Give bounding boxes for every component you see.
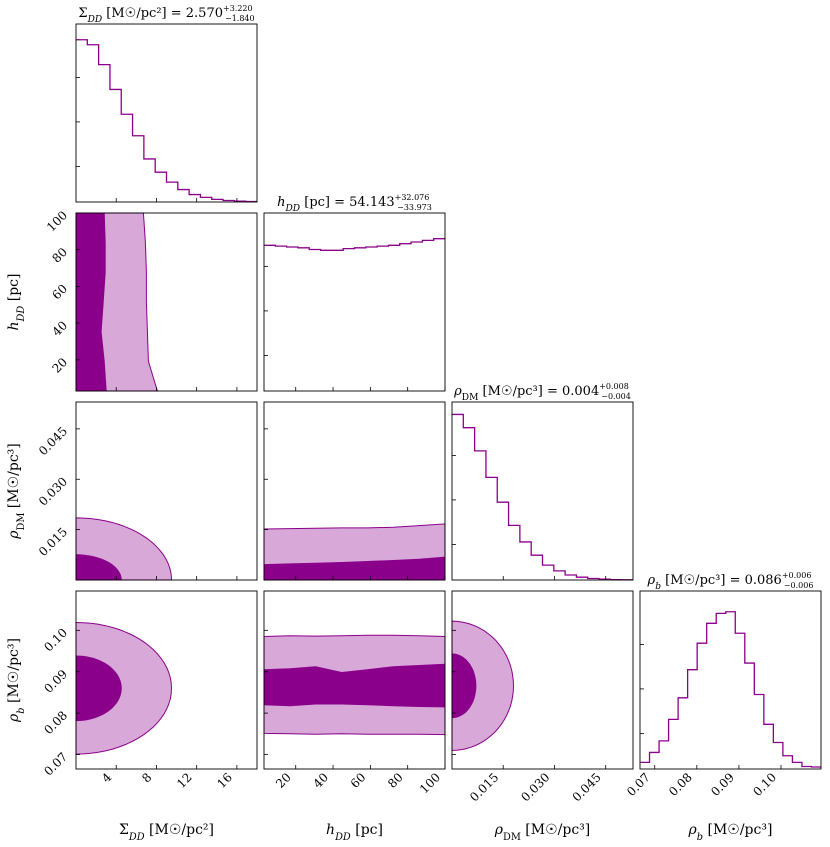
title-h: hDD [pc] = 54.143+32.076 −33.973 bbox=[277, 193, 432, 214]
x-tick-label-h: 100 bbox=[417, 770, 443, 796]
title-sigma: ΣDD [M☉/pc²] = 2.570+3.220 −1.840 bbox=[78, 4, 254, 25]
x-tick-label-sigma: 16 bbox=[214, 770, 235, 791]
x-tick-label-h: 60 bbox=[348, 770, 369, 791]
x-tick-label-h: 20 bbox=[273, 770, 294, 791]
panel-frame bbox=[75, 401, 258, 581]
histogram-sigma bbox=[76, 39, 257, 203]
contour-inner-rhodm-sigma bbox=[75, 554, 122, 581]
x-tick-label-h: 40 bbox=[310, 770, 331, 791]
x-tick-label-rho_b: 0.10 bbox=[750, 770, 779, 799]
x-tick-label-h: 80 bbox=[385, 770, 406, 791]
y-tick-label-h: 100 bbox=[44, 208, 70, 234]
x-axis-label-h: hDD [pc] bbox=[326, 822, 383, 843]
x-tick-label-sigma: 4 bbox=[99, 770, 115, 786]
x-axis-label-rho_b: ρb [M☉/pc³] bbox=[688, 822, 773, 843]
panel-frame bbox=[75, 212, 258, 392]
contour-inner-rhob-sigma bbox=[75, 655, 122, 722]
histogram-h bbox=[264, 238, 445, 251]
x-tick-label-rho_b: 0.08 bbox=[666, 770, 695, 799]
panel-frame bbox=[75, 590, 258, 770]
y-tick-label-h: 80 bbox=[49, 245, 70, 266]
contour-outer-rhob-rhodm bbox=[451, 620, 515, 751]
contour-inner-h-sigma bbox=[75, 212, 107, 392]
x-tick-label-rho_b: 0.07 bbox=[624, 770, 653, 799]
x-tick-label-sigma: 8 bbox=[139, 770, 154, 785]
panel-frame bbox=[263, 212, 446, 392]
y-tick-label-rho_dm: 0.015 bbox=[36, 525, 70, 559]
y-tick-label-h: 40 bbox=[49, 318, 70, 339]
contour-outer-rhob-sigma bbox=[75, 621, 173, 755]
panel-frame bbox=[263, 401, 446, 581]
panel-frame bbox=[263, 590, 446, 770]
y-tick-label-rho_b: 0.09 bbox=[41, 667, 70, 696]
x-tick-label-rho_dm: 0.030 bbox=[518, 770, 552, 804]
y-tick-label-rho_dm: 0.045 bbox=[36, 424, 70, 458]
y-tick-label-h: 20 bbox=[49, 355, 70, 376]
title-rho_b: ρb [M☉/pc³] = 0.086+0.006 −0.006 bbox=[647, 571, 814, 592]
y-axis-label-rho_b: ρb [M☉/pc³] bbox=[6, 638, 27, 723]
histogram-rho_dm bbox=[452, 413, 633, 581]
y-axis-label-h: hDD [pc] bbox=[6, 274, 27, 331]
y-tick-label-h: 60 bbox=[49, 282, 70, 303]
panel-frame bbox=[451, 590, 634, 770]
x-tick-label-sigma: 12 bbox=[174, 770, 195, 791]
y-tick-label-rho_b: 0.08 bbox=[41, 708, 70, 737]
x-axis-label-sigma: ΣDD [M☉/pc²] bbox=[119, 822, 214, 843]
y-tick-label-rho_dm: 0.030 bbox=[36, 474, 70, 508]
contour-inner-rhob-h bbox=[263, 663, 446, 708]
y-axis-label-rho_dm: ρDM [M☉/pc³] bbox=[6, 443, 27, 540]
x-axis-label-rho_dm: ρDM [M☉/pc³] bbox=[494, 822, 591, 843]
x-tick-label-rho_b: 0.09 bbox=[708, 770, 737, 799]
title-rho_dm: ρDM [M☉/pc³] = 0.004+0.008 −0.004 bbox=[453, 382, 631, 403]
panel-frame bbox=[451, 401, 634, 581]
y-tick-label-rho_b: 0.10 bbox=[41, 626, 70, 655]
histogram-rho_b bbox=[640, 611, 821, 768]
panel-frame bbox=[639, 590, 822, 770]
panel-frame bbox=[75, 23, 258, 203]
y-tick-label-rho_b: 0.07 bbox=[41, 750, 70, 779]
x-tick-label-rho_dm: 0.045 bbox=[570, 770, 604, 804]
contour-inner-rhob-rhodm bbox=[451, 653, 477, 719]
x-tick-label-rho_dm: 0.015 bbox=[467, 770, 501, 804]
